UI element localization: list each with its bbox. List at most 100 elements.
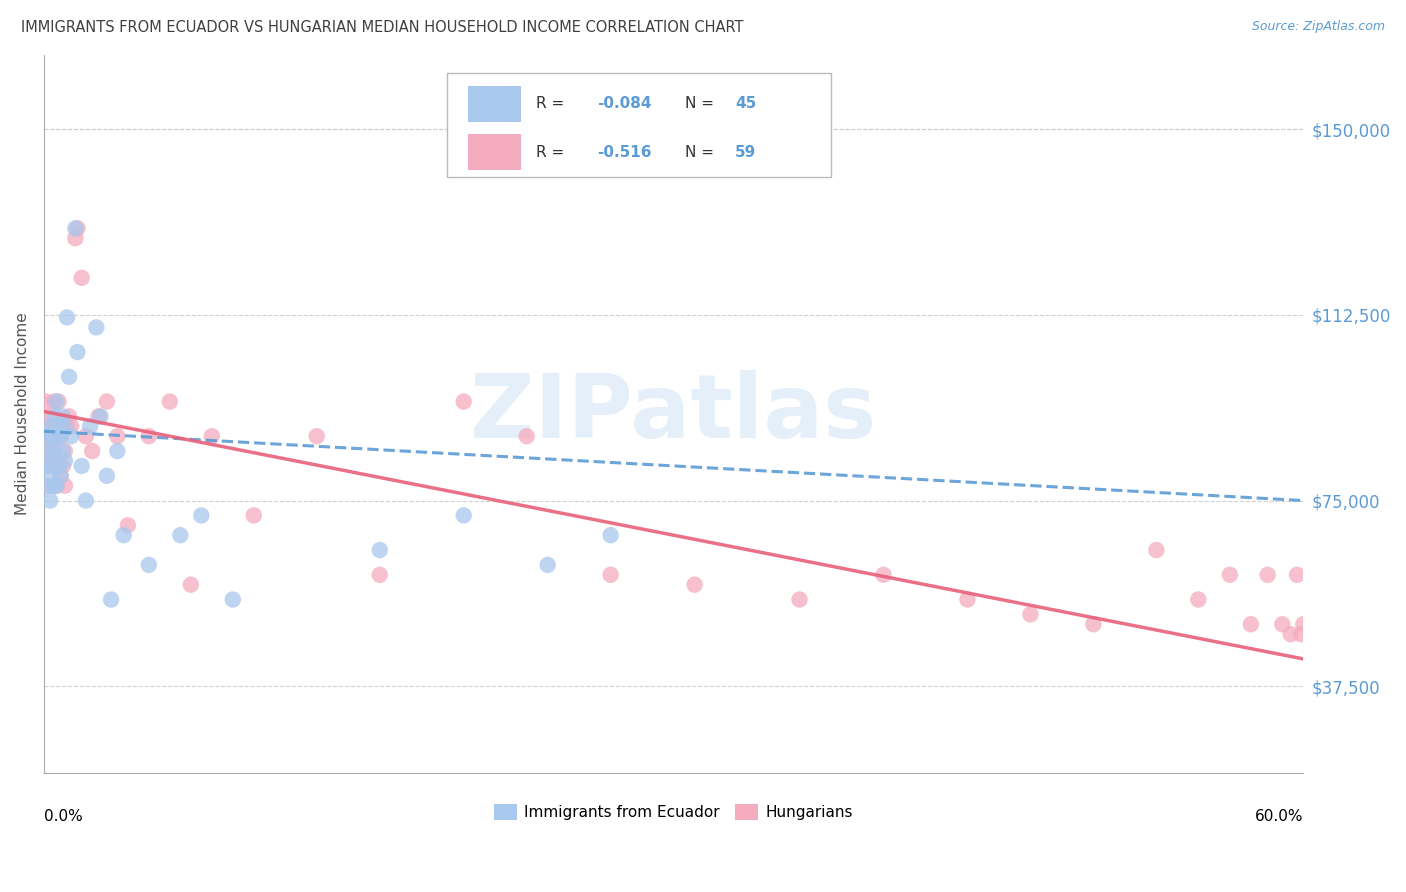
Point [537,558,560,572]
Point [117,518,139,533]
Point [1219,567,1241,582]
Point [48,419,70,434]
Point [53,444,76,458]
Point [70,458,93,473]
Point [39,458,62,473]
Point [222,592,245,607]
Text: N =: N = [685,96,718,112]
Point [56,419,79,434]
Point [872,567,894,582]
Point [44,409,66,424]
Point [1240,617,1263,632]
Text: -0.084: -0.084 [596,96,651,112]
Point [49,429,72,443]
Bar [468,134,522,170]
Point [44,394,66,409]
Point [1279,627,1302,641]
Point [35,429,58,443]
Point [37,479,59,493]
Point [368,567,391,582]
Point [112,528,135,542]
Point [159,394,181,409]
Point [599,567,621,582]
Text: 59: 59 [735,145,756,160]
Text: -0.516: -0.516 [596,145,651,160]
Point [52,409,75,424]
Point [41,468,63,483]
Point [60,429,83,443]
Point [1187,592,1209,607]
Point [48,458,70,473]
Point [79,419,101,434]
Point [1083,617,1105,632]
Point [100,592,122,607]
Point [45,479,67,493]
Point [87,409,110,424]
Point [35,458,58,473]
Point [53,454,76,468]
Point [75,493,97,508]
Point [39,493,62,508]
Point [1019,607,1042,622]
Point [49,468,72,483]
Point [956,592,979,607]
Point [105,444,128,458]
Y-axis label: Median Household Income: Median Household Income [15,312,30,516]
Point [52,419,75,434]
Point [1292,617,1315,632]
Point [58,369,80,384]
Point [45,429,67,443]
Point [37,479,59,493]
Point [58,409,80,424]
Point [96,394,118,409]
Point [60,419,83,434]
Point [75,429,97,443]
Point [45,394,67,409]
Text: ZIPatlas: ZIPatlas [471,370,877,458]
Text: 60.0%: 60.0% [1254,809,1303,823]
Point [138,558,160,572]
Point [138,429,160,443]
Point [37,444,59,458]
Point [35,394,58,409]
Point [44,479,66,493]
Point [599,528,621,542]
Point [243,508,266,523]
Point [52,444,75,458]
Point [201,429,224,443]
Point [169,528,191,542]
Point [35,444,58,458]
Text: N =: N = [685,145,718,160]
Point [45,479,67,493]
FancyBboxPatch shape [447,73,831,178]
Point [37,429,59,443]
Point [105,429,128,443]
Point [41,419,63,434]
Point [86,320,108,334]
Point [39,419,62,434]
Point [41,444,63,458]
Point [516,429,538,443]
Point [190,508,212,523]
Point [65,221,87,235]
Legend: Immigrants from Ecuador, Hungarians: Immigrants from Ecuador, Hungarians [488,797,859,826]
Text: IMMIGRANTS FROM ECUADOR VS HUNGARIAN MEDIAN HOUSEHOLD INCOME CORRELATION CHART: IMMIGRANTS FROM ECUADOR VS HUNGARIAN MED… [21,20,744,35]
Point [683,577,706,591]
Point [90,409,112,424]
Point [368,543,391,558]
Point [45,429,67,443]
Point [66,221,89,235]
Point [453,394,475,409]
Bar [468,86,522,122]
Text: Source: ZipAtlas.com: Source: ZipAtlas.com [1251,20,1385,33]
Point [1289,627,1312,641]
Point [49,429,72,443]
Point [39,409,62,424]
Point [70,270,93,285]
Point [65,231,87,245]
Point [82,444,104,458]
Point [1257,567,1279,582]
Point [49,468,72,483]
Point [56,310,79,325]
Point [48,429,70,443]
